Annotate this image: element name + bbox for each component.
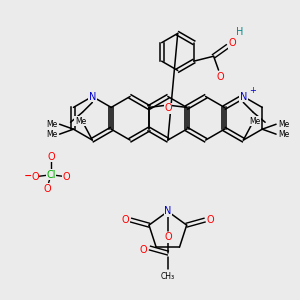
- Text: Me: Me: [278, 120, 290, 129]
- Text: O: O: [43, 184, 51, 194]
- Text: O: O: [139, 245, 147, 255]
- Text: Me: Me: [46, 130, 57, 139]
- Text: O: O: [122, 215, 129, 225]
- Text: −: −: [24, 170, 34, 183]
- Text: O: O: [217, 72, 224, 82]
- Text: O: O: [207, 215, 214, 225]
- Text: O: O: [164, 232, 172, 242]
- Text: Me: Me: [278, 130, 290, 139]
- Text: Me: Me: [46, 120, 57, 129]
- Text: N: N: [88, 92, 96, 101]
- Text: O: O: [229, 38, 236, 48]
- Text: O: O: [47, 152, 55, 162]
- Text: +: +: [249, 86, 256, 95]
- Text: CH₃: CH₃: [161, 272, 175, 281]
- Text: Me: Me: [250, 117, 261, 126]
- Text: H: H: [236, 27, 243, 38]
- Text: O: O: [164, 103, 172, 113]
- Text: Cl: Cl: [46, 170, 56, 180]
- Text: O: O: [63, 172, 70, 182]
- Text: N: N: [240, 92, 247, 101]
- Text: O: O: [31, 172, 39, 182]
- Text: N: N: [164, 206, 172, 216]
- Text: Me: Me: [75, 117, 86, 126]
